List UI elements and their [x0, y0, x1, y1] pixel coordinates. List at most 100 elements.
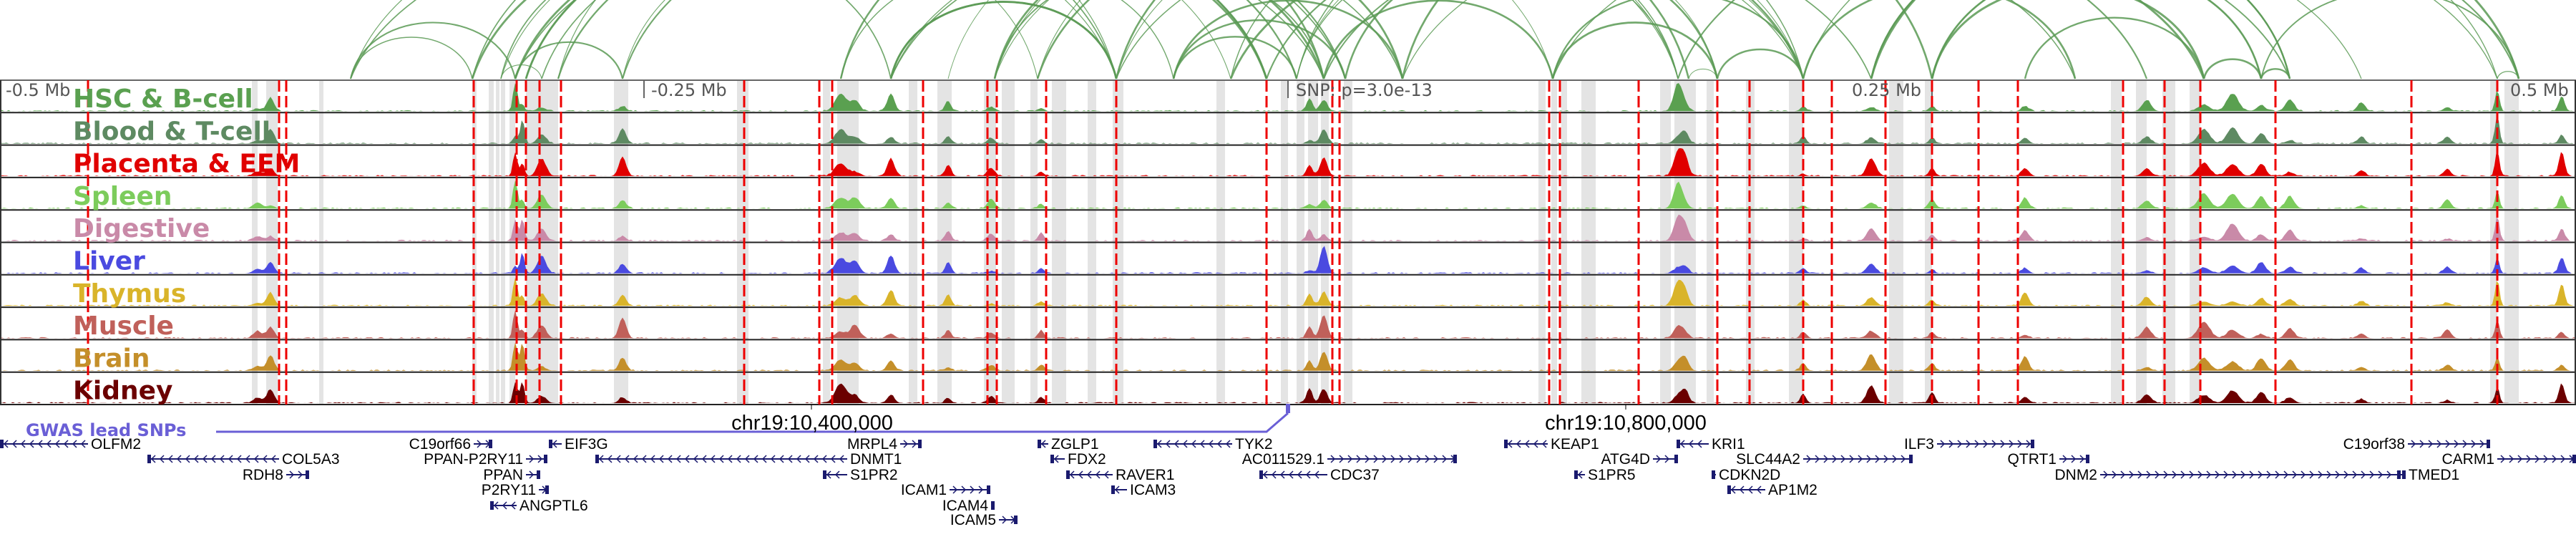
gene-label[interactable]: TMED1: [2409, 467, 2459, 483]
gene-label[interactable]: PPAN: [483, 467, 523, 483]
signal-area: [0, 214, 2576, 241]
gene-exon: [1259, 470, 1263, 479]
gene[interactable]: RDH8: [243, 467, 309, 483]
signal-track: [0, 246, 2576, 276]
signal-track: [0, 214, 2576, 243]
gene-label[interactable]: ANGPTL6: [519, 498, 588, 514]
gene-exon: [1677, 440, 1680, 448]
gene-label[interactable]: KEAP1: [1551, 436, 1599, 453]
strand-arrow-icon: [1806, 455, 1812, 463]
gene[interactable]: MRPL4: [847, 436, 922, 453]
gene-label[interactable]: ILF3: [1904, 436, 1934, 453]
gene[interactable]: SLC44A2: [1736, 451, 1913, 468]
strand-arrow-icon: [1849, 455, 1855, 463]
gene-label[interactable]: TYK2: [1235, 436, 1273, 453]
strand-arrow-icon: [2129, 470, 2135, 479]
gene[interactable]: ZGLP1: [1038, 436, 1099, 453]
gene[interactable]: ICAM3: [1111, 482, 1176, 498]
gene[interactable]: ATG4D: [1601, 451, 1678, 468]
loop-arc: [500, 64, 542, 79]
track-label: Placenta & EEM: [73, 150, 300, 179]
gene-label[interactable]: ICAM3: [1130, 482, 1176, 498]
gene[interactable]: ILF3: [1904, 436, 2034, 453]
gene-label[interactable]: RDH8: [243, 467, 283, 483]
gene[interactable]: AP1M2: [1727, 482, 1818, 498]
gene-label[interactable]: C19orf66: [409, 436, 471, 453]
gene[interactable]: EIF3G: [549, 436, 608, 453]
gene[interactable]: QTRT1: [2008, 451, 2089, 468]
gene-label[interactable]: PPAN-P2RY11: [424, 451, 523, 468]
gene-label[interactable]: ICAM1: [901, 482, 947, 498]
gene-label[interactable]: QTRT1: [2008, 451, 2057, 468]
gene-label[interactable]: ZGLP1: [1051, 436, 1099, 453]
gene[interactable]: P2RY11: [482, 482, 549, 498]
gwas-connector-line: [216, 412, 1289, 433]
gene-label[interactable]: CDKN2D: [1719, 467, 1780, 483]
strand-arrow-icon: [693, 455, 698, 463]
gene-label[interactable]: SLC44A2: [1736, 451, 1800, 468]
loop-arc: [1931, 0, 2263, 79]
strand-arrow-icon: [1756, 485, 1762, 494]
coordinate-labels: chr19:10,400,000 chr19:10,800,000: [731, 405, 1707, 435]
gene[interactable]: TMED1: [2394, 467, 2459, 483]
strand-arrow-icon: [2517, 455, 2523, 463]
gene[interactable]: AC011529.1: [1242, 451, 1457, 468]
gene-label[interactable]: CDC37: [1330, 467, 1380, 483]
gene[interactable]: KRI1: [1677, 436, 1745, 453]
gene-label[interactable]: COL5A3: [282, 451, 340, 468]
gene[interactable]: CARM1: [2441, 451, 2576, 468]
gene[interactable]: ICAM1: [901, 482, 990, 498]
gene-label[interactable]: S1PR5: [1588, 467, 1636, 483]
gene-label[interactable]: AP1M2: [1768, 482, 1818, 498]
gene[interactable]: OLFM2: [0, 436, 141, 453]
gene-exon: [2487, 440, 2490, 448]
gene-label[interactable]: S1PR2: [850, 467, 898, 483]
strand-arrow-icon: [2180, 470, 2186, 479]
gene-label[interactable]: OLFM2: [91, 436, 141, 453]
gene[interactable]: DNM2: [2054, 467, 2401, 483]
gene-label[interactable]: EIF3G: [565, 436, 608, 453]
gene[interactable]: PPAN: [483, 467, 540, 483]
gene-label[interactable]: CARM1: [2441, 451, 2494, 468]
gene-label[interactable]: ICAM5: [950, 512, 996, 528]
gene-label[interactable]: RAVER1: [1116, 467, 1174, 483]
gene[interactable]: COL5A3: [147, 451, 340, 468]
gene-label[interactable]: P2RY11: [482, 482, 536, 498]
gene[interactable]: RAVER1: [1066, 467, 1174, 483]
gene-exon: [545, 485, 549, 494]
gene[interactable]: DNMT1: [595, 451, 902, 468]
gene-label[interactable]: DNMT1: [850, 451, 902, 468]
gene-label[interactable]: MRPL4: [847, 436, 897, 453]
gene[interactable]: FDX2: [1050, 451, 1106, 468]
gene-label[interactable]: AC011529.1: [1242, 451, 1324, 468]
gene[interactable]: C19orf66: [409, 436, 492, 453]
gene-label[interactable]: C19orf38: [2343, 436, 2405, 453]
strand-arrow-icon: [1086, 470, 1092, 479]
gene-label[interactable]: KRI1: [1712, 436, 1745, 453]
gene[interactable]: PPAN-P2RY11: [424, 451, 547, 468]
gene-label[interactable]: FDX2: [1068, 451, 1106, 468]
gene[interactable]: CDKN2D: [1712, 467, 1780, 483]
strand-arrow-icon: [1730, 485, 1736, 494]
gene[interactable]: ICAM4: [942, 498, 995, 514]
gene[interactable]: ANGPTL6: [490, 498, 588, 514]
gene-exon: [1153, 440, 1157, 448]
gene-exon: [595, 455, 599, 463]
gene[interactable]: ICAM5: [950, 512, 1018, 528]
strand-arrow-icon: [1875, 455, 1880, 463]
gene-label[interactable]: ATG4D: [1601, 451, 1650, 468]
gene[interactable]: TYK2: [1153, 436, 1273, 453]
strand-arrow-icon: [1182, 440, 1188, 448]
gene-exon: [991, 501, 995, 510]
strand-arrow-icon: [1390, 455, 1396, 463]
gene[interactable]: KEAP1: [1504, 436, 1599, 453]
gene[interactable]: CDC37: [1259, 467, 1380, 483]
strand-arrow-icon: [1974, 440, 1980, 448]
gene[interactable]: S1PR2: [823, 467, 898, 483]
gene[interactable]: S1PR5: [1574, 467, 1636, 483]
gene[interactable]: C19orf38: [2343, 436, 2490, 453]
gene-label[interactable]: ICAM4: [942, 498, 989, 514]
gene-label[interactable]: DNM2: [2054, 467, 2097, 483]
strand-arrow-icon: [821, 455, 827, 463]
strand-arrow-icon: [1983, 440, 1989, 448]
